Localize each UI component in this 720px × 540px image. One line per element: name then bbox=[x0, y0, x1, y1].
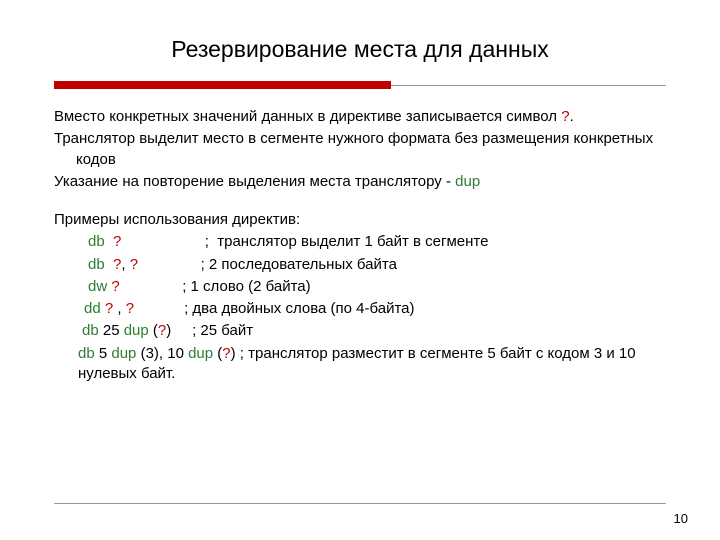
intro-line-3: Указание на повторение выделения места т… bbox=[54, 172, 666, 192]
keyword-dup: dup bbox=[455, 173, 480, 190]
text: ( bbox=[213, 345, 222, 362]
text: (3), 10 bbox=[136, 345, 188, 362]
question-mark: ? bbox=[158, 322, 166, 339]
rule-gray-segment bbox=[391, 85, 666, 86]
text: , bbox=[113, 300, 126, 317]
keyword: db bbox=[88, 256, 105, 273]
text: Вместо конкретных значений данных в дире… bbox=[54, 108, 561, 125]
text: 5 bbox=[95, 345, 112, 362]
code-examples: db ? ; транслятор выделит 1 байт в сегме… bbox=[54, 232, 666, 384]
keyword: db bbox=[88, 233, 105, 250]
question-mark: ? bbox=[111, 278, 119, 295]
text bbox=[105, 256, 113, 273]
keyword: dup bbox=[188, 345, 213, 362]
examples-header: Примеры использования директив: bbox=[54, 210, 666, 230]
question-mark: ? bbox=[130, 256, 138, 273]
intro-line-2: Транслятор выделит место в сегменте нужн… bbox=[54, 129, 666, 170]
text: , bbox=[121, 256, 129, 273]
text bbox=[105, 233, 113, 250]
text: ; два двойных слова (по 4-байта) bbox=[134, 300, 414, 317]
keyword: dup bbox=[111, 345, 136, 362]
question-mark: ? bbox=[105, 300, 113, 317]
code-line-1: db ? ; транслятор выделит 1 байт в сегме… bbox=[54, 232, 666, 252]
slide-title: Резервирование места для данных bbox=[0, 0, 720, 81]
intro-line-1: Вместо конкретных значений данных в дире… bbox=[54, 107, 666, 127]
question-mark: ? bbox=[561, 108, 569, 125]
page-number: 10 bbox=[674, 511, 688, 526]
footer-rule bbox=[54, 503, 666, 504]
text: ; транслятор выделит 1 байт в сегменте bbox=[121, 233, 488, 250]
keyword: db bbox=[82, 322, 99, 339]
code-line-3: dw ? ; 1 слово (2 байта) bbox=[54, 277, 666, 297]
code-line-6: db 5 dup (3), 10 dup (?) ; транслятор ра… bbox=[54, 344, 666, 385]
question-mark: ? bbox=[222, 345, 230, 362]
question-mark: ? bbox=[126, 300, 134, 317]
text: ; 2 последовательных байта bbox=[138, 256, 397, 273]
keyword: dd bbox=[84, 300, 101, 317]
text: . bbox=[570, 108, 574, 125]
text: ; 1 слово (2 байта) bbox=[120, 278, 311, 295]
keyword: db bbox=[78, 345, 95, 362]
code-line-2: db ?, ? ; 2 последовательных байта bbox=[54, 255, 666, 275]
code-line-4: dd ? , ? ; два двойных слова (по 4-байта… bbox=[54, 299, 666, 319]
keyword: dup bbox=[124, 322, 149, 339]
text: 25 bbox=[99, 322, 124, 339]
text: ( bbox=[149, 322, 158, 339]
text: Указание на повторение выделения места т… bbox=[54, 173, 455, 190]
rule-red-segment bbox=[54, 81, 391, 89]
title-rule bbox=[54, 81, 666, 89]
keyword: dw bbox=[88, 278, 107, 295]
text: ) ; 25 байт bbox=[166, 322, 253, 339]
slide-body: Вместо конкретных значений данных в дире… bbox=[54, 107, 666, 384]
code-line-5: db 25 dup (?) ; 25 байт bbox=[54, 321, 666, 341]
